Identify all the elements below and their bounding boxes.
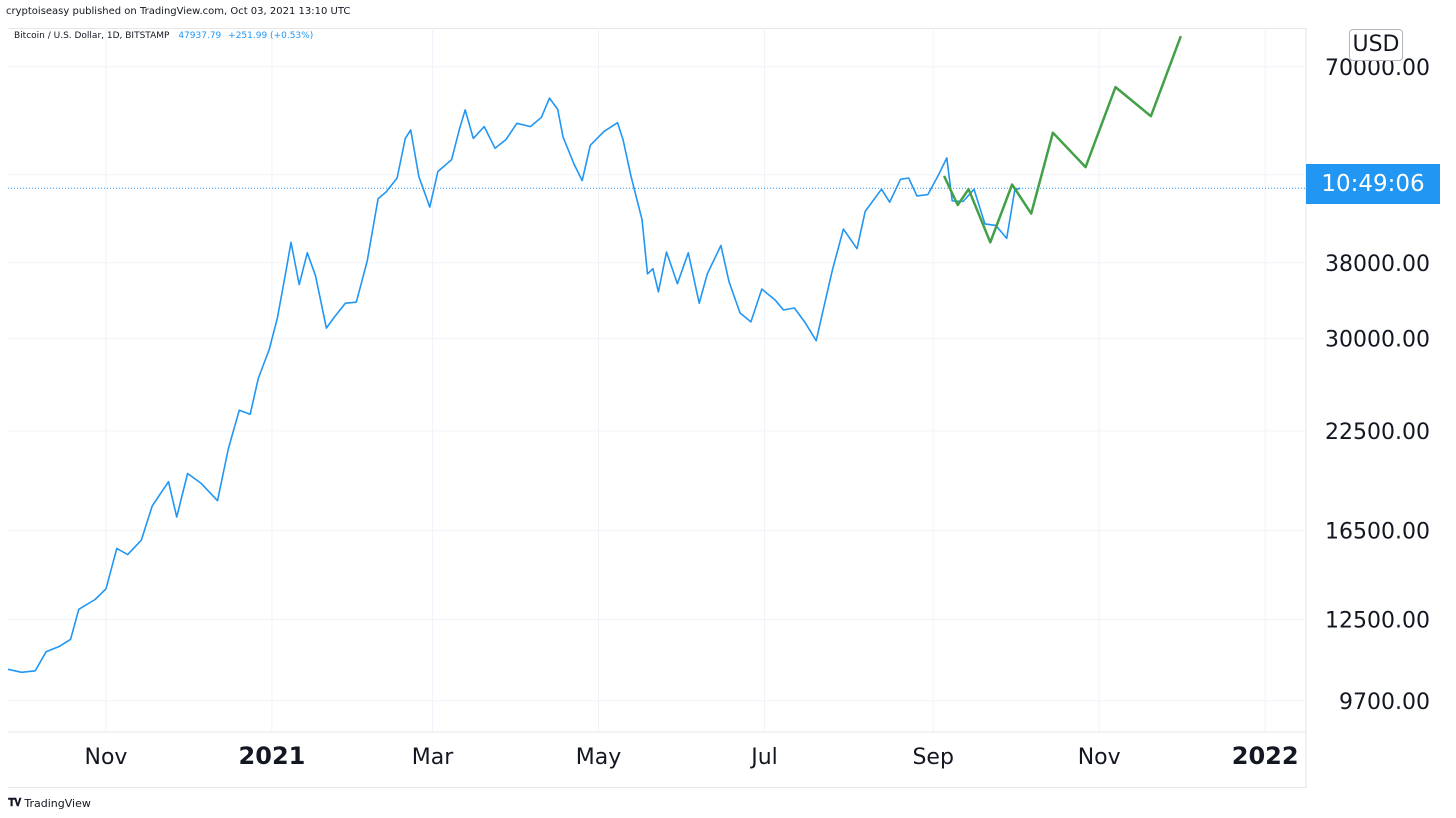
- symbol-legend: Bitcoin / U.S. Dollar, 1D, BITSTAMP 4793…: [14, 31, 313, 41]
- grid-lines: [8, 28, 1306, 732]
- x-tick-label: Jul: [749, 745, 778, 770]
- footer-brand[interactable]: 𝐓𝐕 TradingView: [8, 796, 91, 810]
- symbol-name: Bitcoin / U.S. Dollar, 1D, BITSTAMP: [14, 31, 170, 41]
- x-tick-label: 2022: [1232, 742, 1299, 770]
- y-tick-label: 30000.00: [1325, 328, 1430, 353]
- x-tick-label: May: [576, 745, 621, 770]
- series-layer: [7, 35, 1182, 674]
- price-change: +251.99 (+0.53%): [228, 31, 314, 41]
- y-tick-label: 38000.00: [1325, 252, 1430, 277]
- y-tick-label: 9700.00: [1339, 690, 1430, 715]
- x-tick-label: Mar: [412, 745, 454, 770]
- projection-series-line: [942, 35, 1182, 244]
- y-tick-label: 16500.00: [1325, 519, 1430, 544]
- time-axis-labels: Nov 2021 Mar May Jul Sep Nov 2022: [84, 742, 1298, 770]
- x-tick-label: Sep: [912, 745, 953, 770]
- brand-name: TradingView: [24, 796, 91, 810]
- x-tick-label: 2021: [239, 742, 306, 770]
- currency-selector[interactable]: USD: [1349, 29, 1403, 61]
- last-price: 47937.79: [178, 31, 222, 41]
- y-tick-label: 12500.00: [1325, 608, 1430, 633]
- price-series-line: [7, 97, 1021, 674]
- tradingview-logo-icon: 𝐓𝐕: [8, 796, 21, 809]
- bar-countdown-badge: 10:49:06: [1306, 164, 1440, 204]
- x-tick-label: Nov: [84, 745, 127, 770]
- y-tick-label: 22500.00: [1325, 420, 1430, 445]
- price-axis-labels: 9700.00 12500.00 16500.00 22500.00 30000.00 3…: [1325, 56, 1430, 715]
- chart-frame: [8, 28, 1306, 788]
- x-tick-label: Nov: [1078, 745, 1121, 770]
- publisher-line: cryptoiseasy published on TradingView.co…: [6, 6, 351, 17]
